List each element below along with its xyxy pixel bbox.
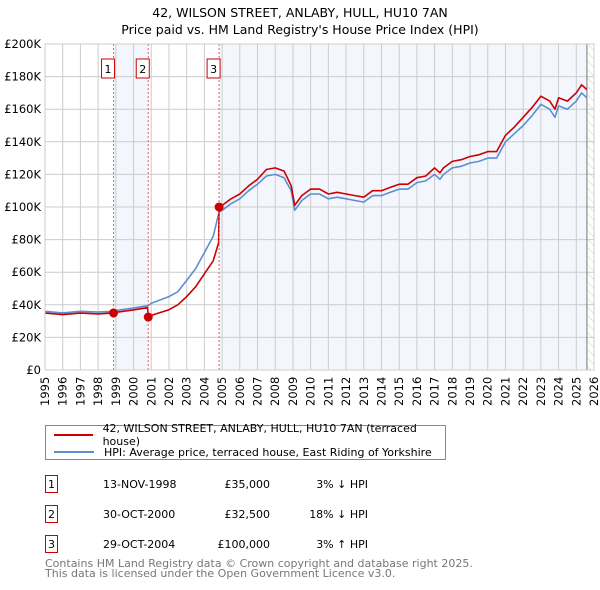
sale-label-number: 1 xyxy=(105,63,112,76)
x-tick-label: 2016 xyxy=(410,377,424,406)
sale-point xyxy=(214,202,224,212)
sale-hpi-diff: 3% ↓ HPI xyxy=(316,478,368,491)
sale-price: £32,500 xyxy=(224,508,271,521)
x-tick-label: 1995 xyxy=(38,377,52,406)
sale-hpi-diff: 18% ↓ HPI xyxy=(309,508,368,521)
y-tick-label: £20K xyxy=(12,330,42,344)
x-tick-label: 2011 xyxy=(321,377,335,406)
footer-licence: This data is licensed under the Open Gov… xyxy=(45,567,396,580)
legend-item-hpi: HPI: Average price, terraced house, East… xyxy=(54,444,432,460)
legend-swatch-red xyxy=(54,434,93,436)
y-tick-label: £160K xyxy=(4,102,41,116)
legend-item-property: 42, WILSON STREET, ANLABY, HULL, HU10 7A… xyxy=(54,422,445,448)
x-tick-label: 2022 xyxy=(516,377,530,406)
x-tick-label: 2014 xyxy=(374,377,388,406)
x-tick-label: 2017 xyxy=(428,377,442,406)
y-tick-label: £180K xyxy=(4,70,41,84)
sale-point xyxy=(109,308,119,318)
x-tick-label: 1996 xyxy=(56,377,70,406)
x-tick-label: 2021 xyxy=(498,377,512,406)
footer: Contains HM Land Registry data © Crown c… xyxy=(45,557,473,580)
sale-point xyxy=(143,312,153,322)
sale-row: 3 29-OCT-2004 £100,000 3% ↑ HPI xyxy=(45,535,385,555)
sale-number: 1 xyxy=(45,475,58,493)
sale-label-number: 2 xyxy=(139,63,146,76)
hpi-line xyxy=(44,92,588,314)
y-tick-label: £120K xyxy=(4,167,41,181)
sale-price: £35,000 xyxy=(224,478,271,491)
sale-date: 13-NOV-1998 xyxy=(103,478,177,491)
x-tick-label: 2005 xyxy=(215,377,229,406)
price-chart: 42, WILSON STREET, ANLABY, HULL, HU10 7A… xyxy=(4,5,600,406)
sale-hpi-diff: 3% ↑ HPI xyxy=(316,538,368,551)
y-tick-label: £200K xyxy=(4,37,41,51)
sale-number: 2 xyxy=(45,505,58,523)
x-tick-label: 2010 xyxy=(304,377,318,406)
y-tick-label: £100K xyxy=(4,200,41,214)
x-tick-label: 2012 xyxy=(339,377,353,406)
sale-row: 2 30-OCT-2000 £32,500 18% ↓ HPI xyxy=(45,505,385,525)
sale-date: 30-OCT-2000 xyxy=(103,508,176,521)
x-tick-label: 2008 xyxy=(268,377,282,406)
sale-number: 3 xyxy=(45,535,58,553)
x-tick-label: 2018 xyxy=(445,377,459,406)
x-tick-label: 2000 xyxy=(127,377,141,406)
sale-date: 29-OCT-2004 xyxy=(103,538,176,551)
x-tick-label: 2003 xyxy=(180,377,194,406)
y-tick-label: £0 xyxy=(26,363,41,377)
x-tick-label: 2019 xyxy=(463,377,477,406)
x-tick-label: 2013 xyxy=(357,377,371,406)
x-tick-label: 1997 xyxy=(73,377,87,406)
x-tick-label: 2001 xyxy=(144,377,158,406)
x-tick-label: 2015 xyxy=(392,377,406,406)
legend: 42, WILSON STREET, ANLABY, HULL, HU10 7A… xyxy=(45,422,446,460)
x-tick-label: 2026 xyxy=(587,377,600,406)
sale-row: 1 13-NOV-1998 £35,000 3% ↓ HPI xyxy=(45,475,385,495)
x-tick-label: 1998 xyxy=(91,377,105,406)
y-tick-label: £80K xyxy=(12,233,42,247)
sale-label-box xyxy=(101,58,116,79)
property-price-line xyxy=(44,84,588,318)
x-tick-label: 2006 xyxy=(233,377,247,406)
plot-frame xyxy=(44,43,595,371)
x-tick-label: 2004 xyxy=(197,377,211,406)
legend-swatch-blue xyxy=(54,451,94,453)
x-tick-label: 2024 xyxy=(552,377,566,406)
legend-label: 42, WILSON STREET, ANLABY, HULL, HU10 7A… xyxy=(102,422,417,448)
y-tick-label: £40K xyxy=(12,298,42,312)
x-tick-label: 1999 xyxy=(109,377,123,406)
footer-copyright: Contains HM Land Registry data © Crown c… xyxy=(45,557,473,570)
x-tick-label: 2002 xyxy=(162,377,176,406)
x-tick-label: 2025 xyxy=(569,377,583,406)
sale-label-box xyxy=(135,58,150,79)
sale-label-box xyxy=(206,58,221,79)
x-tick-label: 2007 xyxy=(251,377,265,406)
y-tick-label: £140K xyxy=(4,135,41,149)
sale-price: £100,000 xyxy=(217,538,271,551)
y-tick-label: £60K xyxy=(12,265,42,279)
legend-label: HPI: Average price, terraced house, East… xyxy=(104,445,432,459)
sale-label-number: 3 xyxy=(210,63,217,76)
chart-subtitle: Price paid vs. HM Land Registry's House … xyxy=(121,22,478,37)
chart-title: 42, WILSON STREET, ANLABY, HULL, HU10 7A… xyxy=(152,5,447,20)
x-tick-label: 2023 xyxy=(534,377,548,406)
x-tick-label: 2020 xyxy=(481,377,495,406)
x-tick-label: 2009 xyxy=(286,377,300,406)
